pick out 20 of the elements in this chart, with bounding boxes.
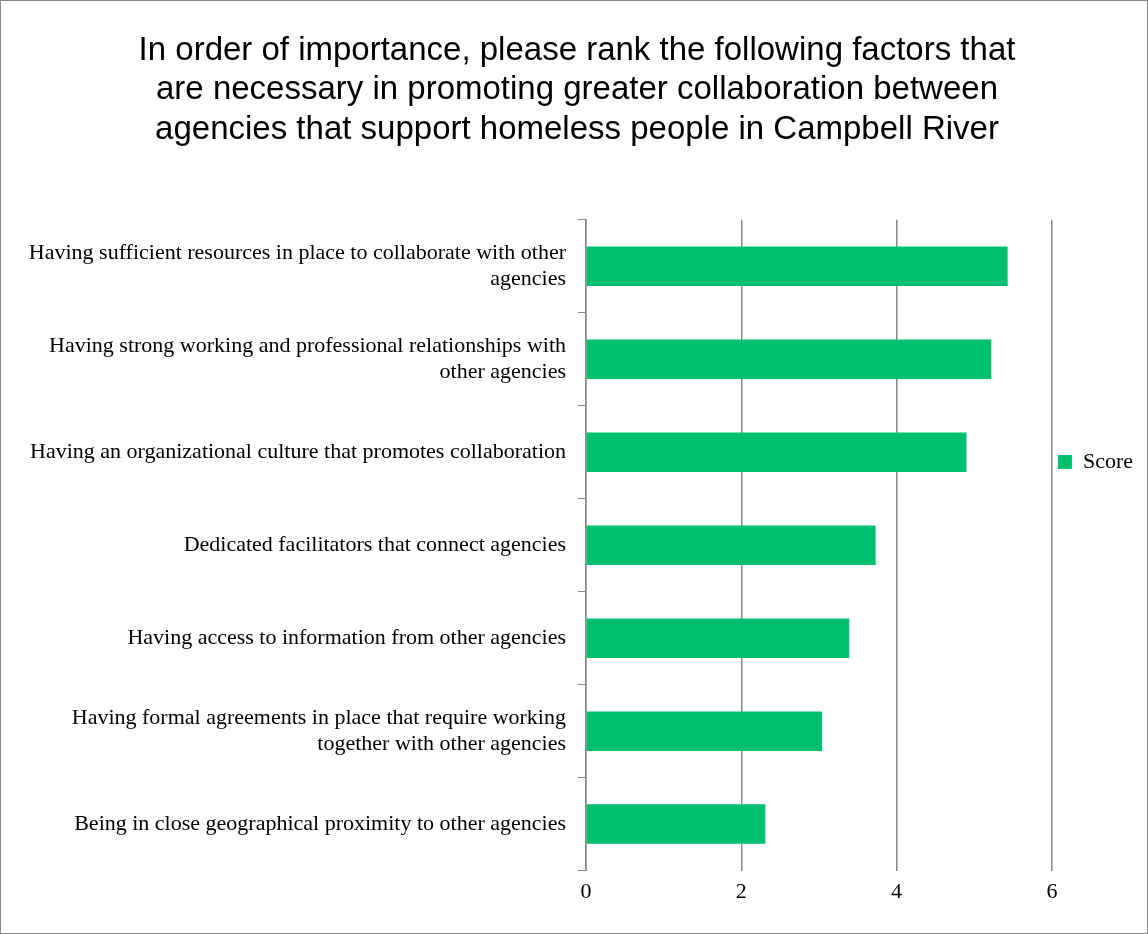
x-tick-label: 2 (735, 877, 747, 903)
bar (586, 618, 850, 658)
y-tick-label: Having formal agreements in place that require working together with other agencies (71, 703, 566, 756)
bar (586, 711, 823, 751)
bar (586, 339, 992, 380)
y-tick-label: Having strong working and professional relationships with other agencies (49, 331, 566, 384)
bar (586, 246, 1008, 287)
bar (586, 804, 766, 844)
y-tick-label: Having access to information from other agencies (127, 623, 566, 649)
y-tick-label: Being in close geographical proximity to other agencies (74, 809, 566, 835)
bar (586, 432, 967, 472)
y-tick-label: Having sufficient resources in place to collaborate with other agencies (28, 238, 567, 291)
x-tick-label: 6 (1046, 877, 1058, 903)
chart-title: In order of importance, please rank the following factors that are necessary in promoting greater collaboration between agencies that support homeless people in Campbell River (138, 29, 1016, 147)
x-tick-label: 0 (580, 877, 592, 903)
y-tick-label: Dedicated facilitators that connect agencies (183, 530, 566, 556)
y-tick-label: Having an organizational culture that promotes collaboration (30, 438, 566, 464)
legend-label: Score (1082, 447, 1133, 473)
x-tick-label: 4 (891, 877, 903, 903)
bar (586, 525, 876, 565)
